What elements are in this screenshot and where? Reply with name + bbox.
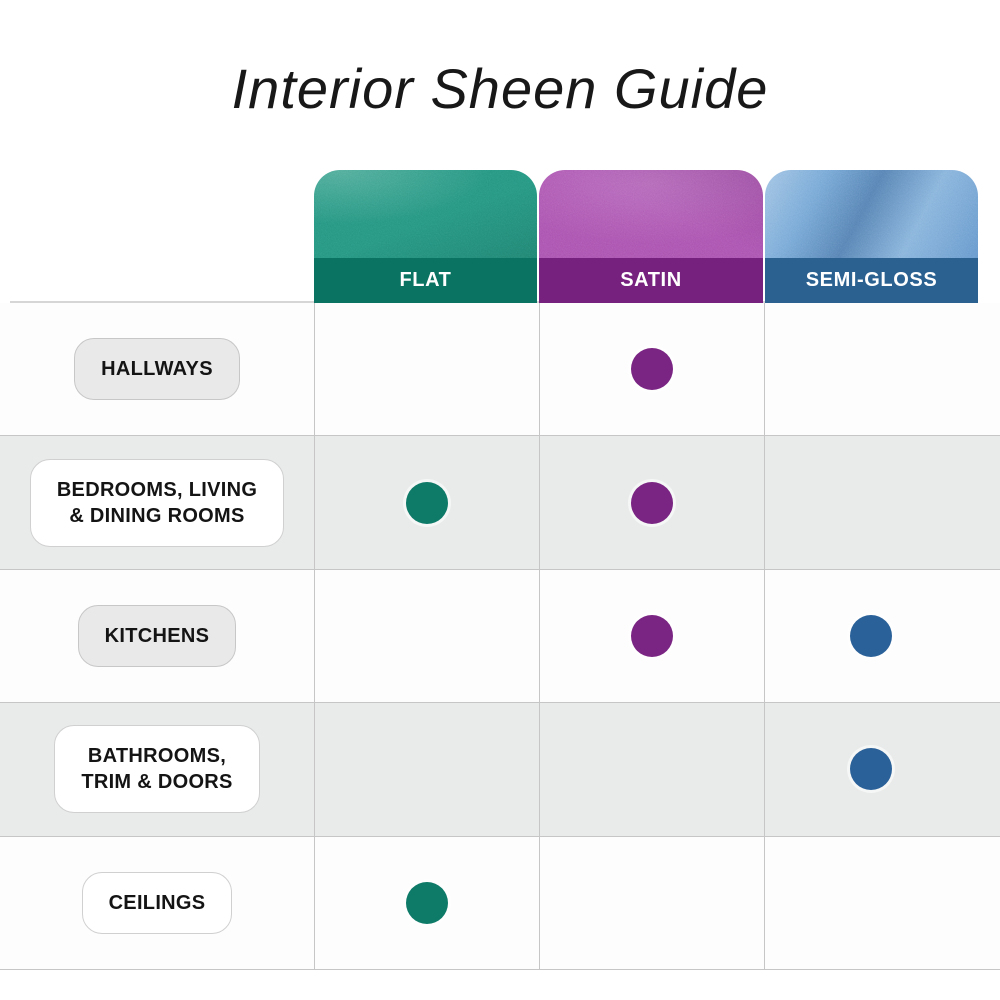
room-label: HALLWAYS <box>101 358 213 381</box>
column-divider <box>539 303 540 970</box>
sheen-table: HALLWAYS BEDROOMS, LIVING & DINING ROOMS … <box>0 303 1000 970</box>
recommended-dot-satin <box>630 348 673 391</box>
cell-flat <box>314 703 539 835</box>
cell-satin <box>539 837 764 969</box>
cell-semi-gloss <box>764 837 978 969</box>
paint-swatch-satin <box>539 170 763 258</box>
recommended-dot-flat <box>405 481 448 524</box>
cell-semi-gloss <box>764 303 978 435</box>
cell-satin <box>539 436 764 568</box>
room-label: BEDROOMS, LIVING & DINING ROOMS <box>56 478 258 527</box>
column-header-semi-gloss: SEMI-GLOSS <box>765 170 978 303</box>
room-label-cell: KITCHENS <box>0 570 314 702</box>
cell-flat <box>314 570 539 702</box>
room-label-pill: CEILINGS <box>81 871 233 934</box>
column-divider <box>314 303 315 970</box>
cell-flat <box>314 436 539 568</box>
room-label: CEILINGS <box>108 891 206 914</box>
recommended-dot-satin <box>630 614 673 657</box>
column-divider <box>764 303 765 970</box>
room-label-cell: CEILINGS <box>0 837 314 969</box>
table-row: BATHROOMS, TRIM & DOORS <box>0 703 1000 837</box>
cell-satin <box>539 570 764 702</box>
cell-flat <box>314 837 539 969</box>
recommended-dot-flat <box>405 881 448 924</box>
room-label-cell: BATHROOMS, TRIM & DOORS <box>0 703 314 835</box>
room-label-cell: HALLWAYS <box>0 303 314 435</box>
cell-satin <box>539 303 764 435</box>
cell-flat <box>314 303 539 435</box>
column-label-satin: SATIN <box>539 258 763 303</box>
paint-swatch-semi-gloss <box>765 170 978 258</box>
cell-semi-gloss <box>764 703 978 835</box>
column-label-flat: FLAT <box>314 258 537 303</box>
table-row: KITCHENS <box>0 569 1000 704</box>
recommended-dot-satin <box>630 481 673 524</box>
table-row: CEILINGS <box>0 836 1000 970</box>
room-label-cell: BEDROOMS, LIVING & DINING ROOMS <box>0 436 314 568</box>
page-title: Interior Sheen Guide <box>231 57 769 120</box>
recommended-dot-semi-gloss <box>850 748 892 791</box>
cell-semi-gloss <box>764 570 978 702</box>
cell-semi-gloss <box>764 436 978 568</box>
table-row: BEDROOMS, LIVING & DINING ROOMS <box>0 436 1000 570</box>
room-label: KITCHENS <box>104 624 210 647</box>
room-label-pill: HALLWAYS <box>74 338 240 401</box>
recommended-dot-semi-gloss <box>850 614 892 657</box>
paint-swatch-flat <box>314 170 537 258</box>
room-label-pill: KITCHENS <box>77 604 237 667</box>
room-label-pill: BEDROOMS, LIVING & DINING ROOMS <box>29 458 285 547</box>
column-header-flat: FLAT <box>314 170 537 303</box>
room-label: BATHROOMS, TRIM & DOORS <box>81 745 233 794</box>
column-label-semi-gloss: SEMI-GLOSS <box>765 258 978 303</box>
cell-satin <box>539 703 764 835</box>
column-header-satin: SATIN <box>539 170 763 303</box>
room-label-pill: BATHROOMS, TRIM & DOORS <box>54 725 260 814</box>
table-row: HALLWAYS <box>0 303 1000 437</box>
